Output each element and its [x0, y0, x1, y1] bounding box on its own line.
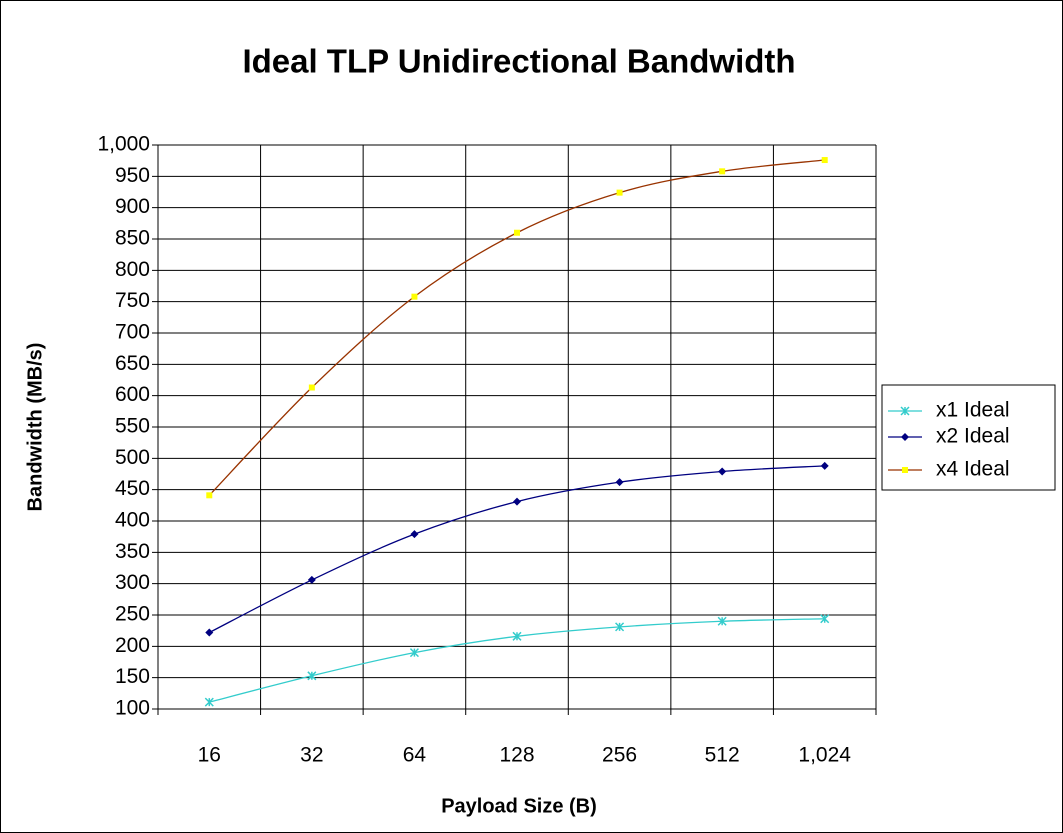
- x-tick-label: 64: [403, 744, 427, 767]
- y-tick-label: 100: [115, 697, 150, 720]
- legend-label: x4 Ideal: [936, 458, 1010, 481]
- legend-marker: [902, 467, 908, 473]
- data-point: [719, 168, 726, 175]
- chart-title: Ideal TLP Unidirectional Bandwidth: [242, 43, 795, 80]
- legend-marker: [900, 406, 910, 416]
- data-point: [821, 157, 828, 164]
- y-tick-label: 800: [115, 258, 150, 281]
- data-point: [718, 467, 727, 476]
- data-point: [820, 461, 829, 470]
- y-tick-label: 250: [115, 603, 150, 626]
- y-tick-label: 350: [115, 540, 150, 563]
- x-tick-label: 1,024: [798, 744, 851, 767]
- data-point: [615, 622, 625, 632]
- data-point: [204, 697, 214, 707]
- y-axis-label: Bandwidth (MB/s): [24, 343, 46, 512]
- data-point: [615, 478, 624, 487]
- data-point: [411, 293, 418, 300]
- y-tick-label: 300: [115, 571, 150, 594]
- y-tick-label: 500: [115, 446, 150, 469]
- x-tick-label: 128: [499, 744, 534, 767]
- y-tick-label: 550: [115, 415, 150, 438]
- data-point: [410, 530, 419, 539]
- y-tick-label: 450: [115, 477, 150, 500]
- x-tick-label: 32: [300, 744, 323, 767]
- x-tick-label: 256: [602, 744, 637, 767]
- data-point: [307, 671, 317, 681]
- y-tick-label: 400: [115, 509, 150, 532]
- data-point: [820, 614, 830, 624]
- y-tick-label: 850: [115, 227, 150, 250]
- data-point: [717, 616, 727, 626]
- data-point: [308, 384, 315, 391]
- data-point: [513, 497, 521, 506]
- data-point: [512, 631, 522, 641]
- y-tick-label: 900: [115, 195, 150, 218]
- y-tick-label: 750: [115, 289, 150, 312]
- data-point: [205, 628, 214, 637]
- data-point: [616, 189, 623, 196]
- data-point: [206, 492, 213, 499]
- y-tick-label: 200: [115, 634, 150, 657]
- data-point: [307, 575, 316, 584]
- legend-marker: [901, 433, 909, 441]
- y-tick-label: 600: [115, 383, 150, 406]
- y-tick-label: 950: [115, 164, 150, 187]
- data-point: [409, 648, 419, 658]
- y-tick-label: 150: [115, 665, 150, 688]
- legend-label: x1 Ideal: [936, 399, 1010, 422]
- x-tick-label: 16: [198, 744, 221, 767]
- y-tick-label: 650: [115, 352, 150, 375]
- data-point: [514, 229, 520, 236]
- y-tick-label: 1,000: [97, 133, 150, 156]
- y-tick-label: 700: [115, 321, 150, 344]
- x-axis-label: Payload Size (B): [441, 795, 597, 817]
- legend-label: x2 Ideal: [936, 425, 1010, 448]
- x-tick-label: 512: [705, 744, 740, 767]
